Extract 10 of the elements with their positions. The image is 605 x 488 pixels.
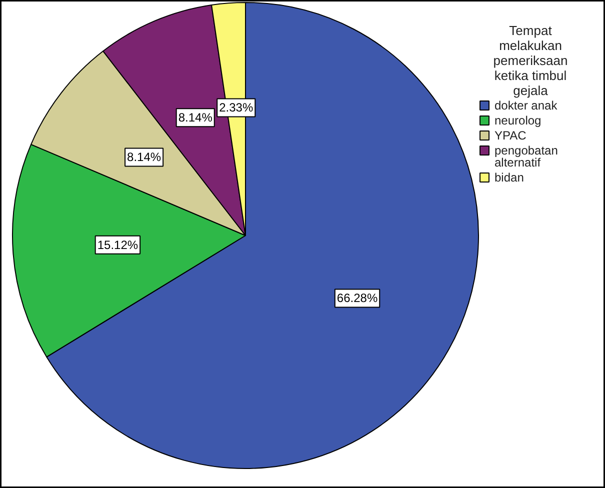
data-label: 8.14% [127, 150, 162, 164]
legend-label: dokter anak [494, 98, 558, 112]
data-label: 66.28% [336, 291, 378, 306]
legend-label: YPAC [494, 128, 527, 142]
legend-title: Tempat melakukan pemeriksaan ketika timbul gejala [493, 23, 568, 98]
legend-label: neurolog [494, 114, 542, 128]
data-label: 8.14% [178, 110, 213, 125]
legend-label: bidan [494, 170, 524, 184]
data-label: 15.12% [97, 238, 138, 252]
data-label: 2.33% [219, 100, 254, 115]
